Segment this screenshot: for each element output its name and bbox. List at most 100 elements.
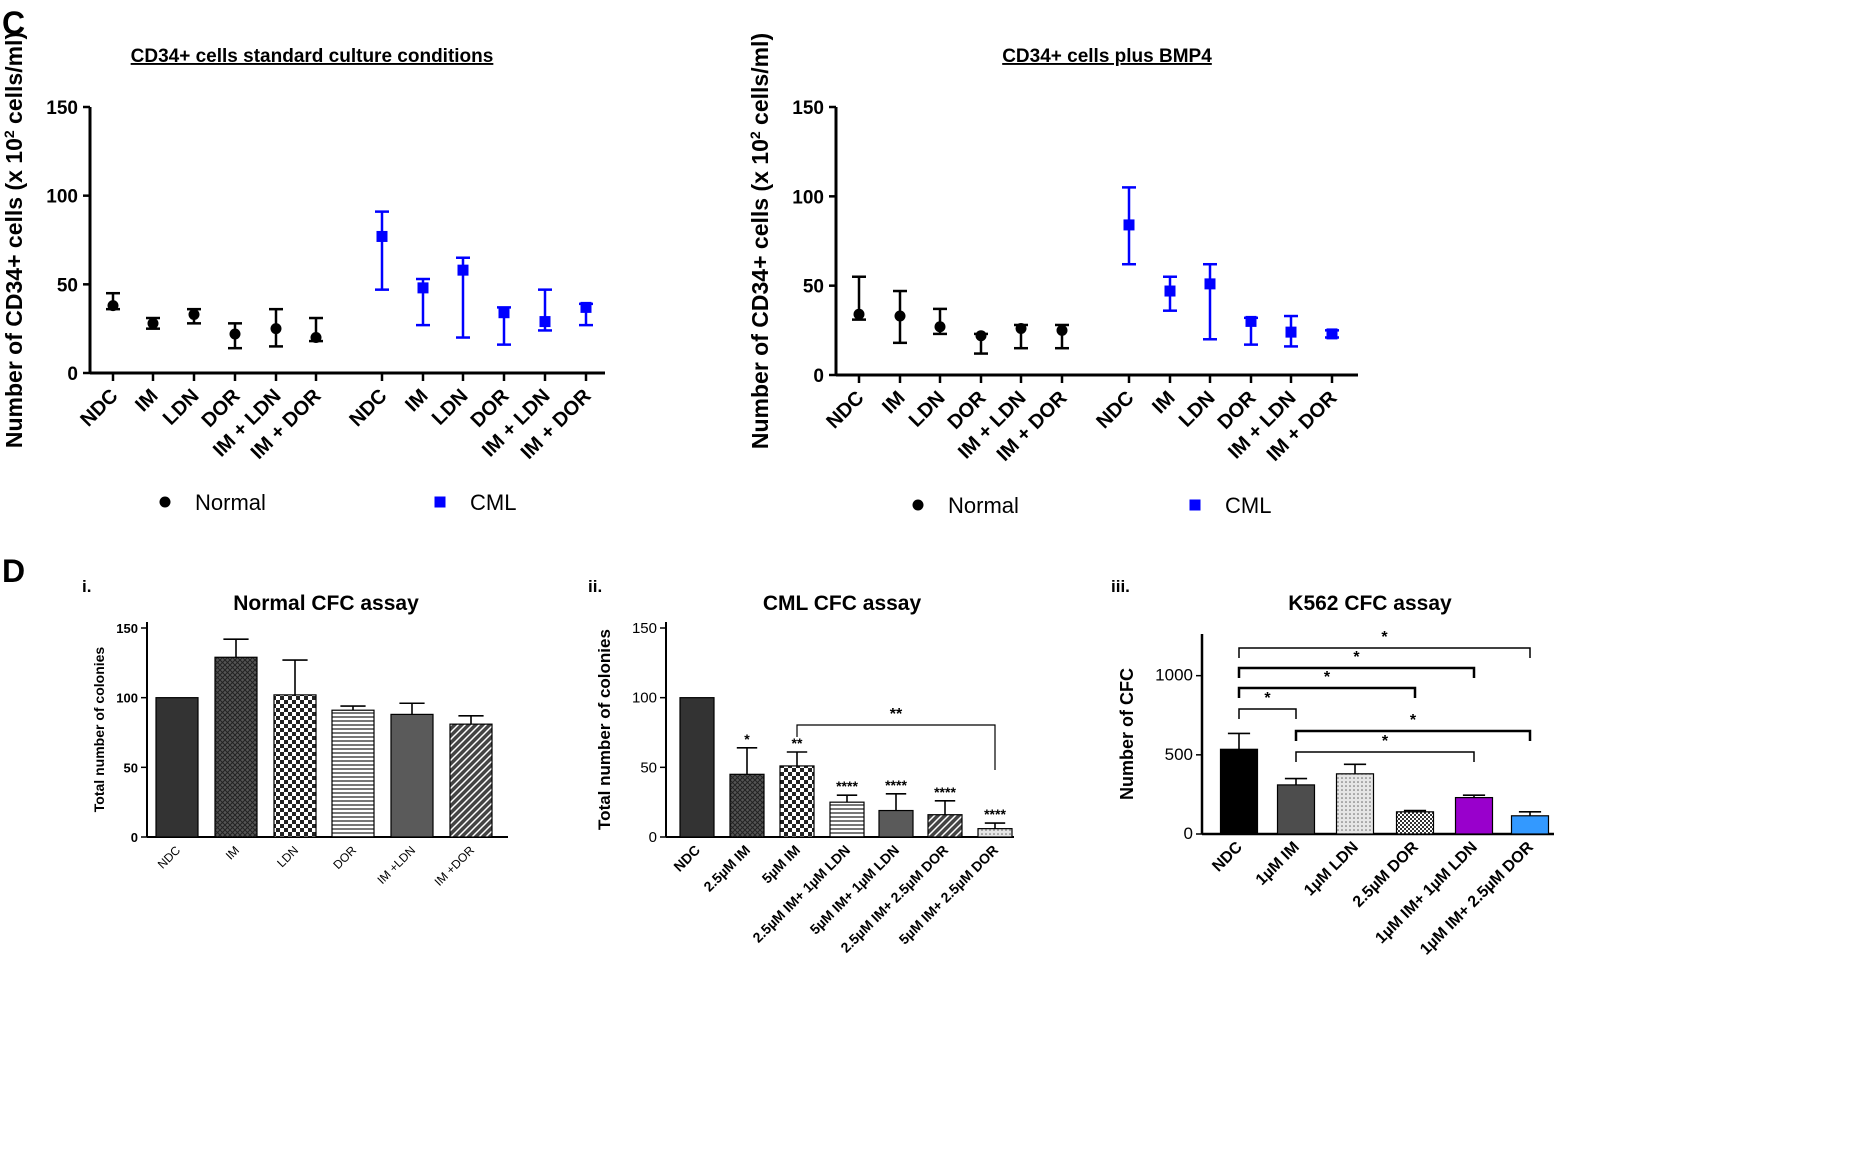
bar — [1395, 811, 1435, 835]
chart-title: CD34+ cells plus BMP4 — [1002, 46, 1212, 67]
x-tick-label: NDC — [345, 385, 391, 431]
data-point-cml — [417, 282, 429, 294]
bar — [331, 709, 375, 838]
y-axis-label: Number of CD34+ cells (x 102 cells/ml) — [747, 33, 773, 449]
data-point-cml — [1326, 328, 1338, 340]
panel-sublabel: ii. — [588, 577, 602, 596]
y-tick-label: 100 — [632, 690, 657, 707]
data-point-cml — [498, 307, 510, 319]
x-tick-label: IM — [1148, 387, 1179, 418]
x-tick-label: 2.5µM IM — [700, 842, 753, 895]
significance-bracket — [1237, 666, 1476, 678]
y-tick-label: 150 — [632, 620, 657, 637]
y-tick-label: 100 — [46, 187, 78, 208]
bracket-label: ** — [890, 706, 903, 723]
y-tick-label: 500 — [1165, 745, 1193, 764]
significance-bracket — [1238, 708, 1297, 719]
data-point-normal — [270, 323, 282, 335]
significance-star: ** — [792, 735, 803, 751]
y-tick-label: 0 — [649, 829, 657, 846]
x-tick-label: IM +DOR — [432, 843, 478, 889]
significance-star: * — [744, 731, 750, 747]
x-tick-label: 5µM IM+ 1µM LDN — [807, 842, 903, 938]
bar — [679, 697, 715, 838]
y-tick-label: 100 — [792, 187, 824, 208]
y-tick-label: 150 — [792, 98, 824, 119]
x-tick-label: 5µM IM — [759, 842, 804, 887]
y-axis-label: Number of CD34+ cells (x 102 cells/ml) — [1, 32, 27, 448]
x-tick-label: IM — [131, 385, 162, 416]
x-tick-label: LDN — [905, 387, 950, 432]
bar — [1276, 784, 1316, 835]
y-axis-label-superscript: 2 — [1, 130, 17, 138]
x-tick-label: LDN — [428, 385, 473, 430]
chart-c1-standard: CD34+ cells standard culture conditions N… — [1, 32, 605, 515]
legend-label-cml: CML — [1225, 493, 1271, 518]
bar — [1219, 748, 1259, 835]
y-tick-label: 150 — [116, 621, 138, 636]
data-point-normal — [1015, 323, 1027, 335]
data-point-cml — [376, 230, 388, 242]
data-point-normal — [310, 332, 322, 344]
x-tick-label: IM +LDN — [375, 843, 419, 887]
x-tick-label: NDC — [155, 843, 184, 872]
data-point-cml — [457, 264, 469, 276]
x-tick-label: 1µM LDN — [1301, 839, 1362, 900]
data-point-normal — [107, 300, 119, 312]
x-tick-label: NDC — [1092, 387, 1138, 433]
bar — [878, 809, 914, 838]
significance-bracket — [1294, 729, 1532, 741]
x-tick-label: LDN — [159, 385, 204, 430]
x-tick-label: DOR — [330, 843, 359, 872]
chart-title: CML CFC assay — [763, 592, 922, 615]
chart-title: K562 CFC assay — [1288, 592, 1452, 615]
panel-label-d: D — [2, 553, 25, 589]
data-point-normal — [975, 330, 987, 342]
y-tick-label: 50 — [640, 759, 657, 776]
data-point-cml — [1245, 315, 1257, 327]
y-axis-label: Number of CFC — [1117, 668, 1137, 800]
bracket-label: * — [1381, 629, 1388, 646]
data-point-cml — [1123, 219, 1135, 231]
legend-label-normal: Normal — [948, 493, 1019, 518]
legend-marker-normal — [912, 499, 924, 511]
bar — [927, 814, 963, 838]
data-point-normal — [853, 308, 865, 320]
chart-d1-normal-cfc: i. Normal CFC assay Total number of coloni… — [82, 577, 508, 889]
data-point-normal — [229, 328, 241, 340]
y-tick-label: 50 — [124, 760, 138, 775]
x-tick-label: 1µM IM — [1253, 839, 1303, 889]
y-axis-label-superscript: 2 — [747, 131, 763, 139]
bracket-label: * — [1353, 649, 1360, 666]
x-tick-label: NDC — [822, 387, 868, 433]
data-point-cml — [539, 316, 551, 328]
x-tick-label: 1µM IM+ 2.5µM DOR — [1417, 838, 1537, 958]
legend-label-cml: CML — [470, 490, 516, 515]
panel-sublabel: i. — [82, 577, 91, 596]
bar — [829, 801, 865, 838]
x-tick-label: NDC — [670, 842, 703, 875]
data-point-normal — [934, 321, 946, 333]
legend-marker-cml — [1189, 499, 1201, 511]
bar — [214, 656, 258, 838]
significance-star: **** — [836, 778, 858, 794]
x-tick-label: IM — [878, 387, 909, 418]
y-tick-label: 50 — [57, 275, 78, 296]
data-point-cml — [580, 301, 592, 313]
bar — [273, 694, 317, 838]
y-tick-label: 150 — [46, 98, 78, 119]
chart-d2-cml-cfc: ii. CML CFC assay Total number of colonies… — [588, 577, 1014, 956]
y-tick-label: 0 — [1184, 824, 1193, 843]
bar — [1510, 815, 1550, 835]
bracket-label: * — [1410, 712, 1417, 729]
chart-title: Normal CFC assay — [233, 592, 419, 615]
chart-title: CD34+ cells standard culture conditions — [131, 46, 494, 67]
significance-star: **** — [885, 777, 907, 793]
y-tick-label: 0 — [813, 366, 824, 387]
x-tick-label: NDC — [76, 385, 122, 431]
data-point-cml — [1164, 285, 1176, 297]
x-tick-label: IM — [401, 385, 432, 416]
data-point-normal — [188, 308, 200, 320]
x-tick-label: NDC — [1209, 838, 1246, 875]
